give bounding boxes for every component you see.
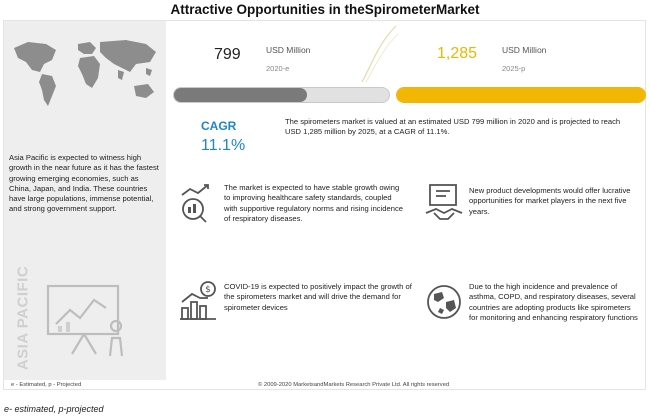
bar-2025 bbox=[396, 87, 646, 103]
unit-2025: USD Million bbox=[502, 45, 547, 55]
bar-2020-fill bbox=[174, 88, 308, 102]
asia-pacific-vertical-label: ASIA PACIFIC bbox=[14, 265, 32, 371]
market-summary: The spirometers market is valued at an e… bbox=[285, 117, 621, 136]
point-covid-impact: COVID-19 is expected to positively impac… bbox=[224, 282, 412, 312]
point-new-products: New product developments would offer luc… bbox=[469, 186, 631, 216]
value-2025: 1,285 bbox=[437, 45, 478, 62]
presentation-board-icon bbox=[46, 284, 124, 357]
year-2025: 2025-p bbox=[502, 64, 526, 73]
dollar-bar-chart-icon: $ bbox=[180, 281, 216, 320]
bar-2020 bbox=[173, 87, 390, 103]
point-stable-growth: The market is expected to have stable gr… bbox=[224, 183, 403, 223]
cagr-label: CAGR bbox=[201, 119, 237, 133]
handshake-icon bbox=[425, 184, 463, 220]
world-map-icon bbox=[14, 40, 156, 106]
footer-legend: e - Estimated, p - Projected bbox=[11, 382, 82, 388]
bottom-note: e- estimated, p-projected bbox=[4, 404, 104, 414]
point-asthma-copd: Due to the high incidence and prevalence… bbox=[469, 282, 638, 322]
infographic-frame bbox=[3, 20, 646, 390]
cagr-value: 11.1% bbox=[201, 137, 246, 154]
asia-pacific-description: Asia Pacific is expected to witness high… bbox=[9, 153, 159, 214]
growth-chart-icon bbox=[181, 184, 209, 223]
asia-pacific-label: ASIA PACIFIC bbox=[14, 265, 32, 371]
svg-text:$: $ bbox=[205, 285, 211, 295]
bar-2025-fill bbox=[397, 88, 645, 102]
page-title: Attractive Opportunities in theSpiromete… bbox=[170, 2, 480, 17]
year-2020: 2020-e bbox=[266, 64, 290, 73]
value-2020: 799 bbox=[214, 46, 241, 63]
globe-icon bbox=[427, 285, 461, 319]
decorative-curve bbox=[361, 25, 399, 83]
unit-2020: USD Million bbox=[266, 45, 311, 55]
footer-copyright: © 2009-2020 MarketsandMarkets Research P… bbox=[258, 382, 450, 388]
